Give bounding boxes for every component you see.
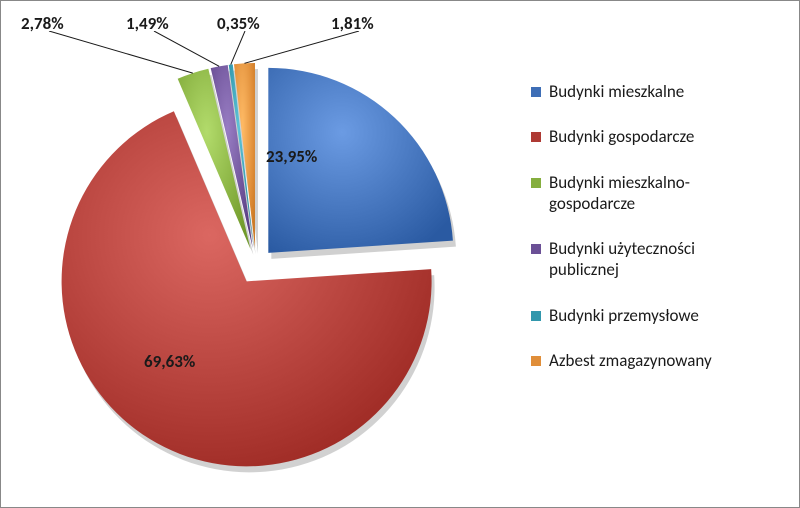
legend-swatch [531, 87, 541, 97]
pie-chart: 23,95%69,63%2,78%1,49%0,35%1,81% [11, 31, 491, 501]
pie-chart-container: 23,95% 69,63% 2,78% 1,49% 0,35% 1,81% Budynki… [0, 0, 800, 508]
slice-label: 1,49% [126, 13, 169, 34]
legend-label: Azbest zmagazynowany [549, 350, 712, 371]
legend-swatch [531, 356, 541, 366]
legend-item: Azbest zmagazynowany [531, 350, 781, 371]
legend-label: Budynki gospodarcze [549, 126, 694, 147]
legend-swatch [531, 132, 541, 142]
chart-legend: Budynki mieszkalne Budynki gospodarcze Bud… [531, 81, 781, 395]
legend-label: Budynki mieszkalne [549, 81, 684, 102]
legend-item: Budynki mieszkalno-gospodarcze [531, 172, 781, 215]
slice-label: 0,35% [217, 13, 260, 34]
legend-label: Budynki użyteczności publicznej [549, 238, 759, 281]
legend-swatch [531, 178, 541, 188]
slice-label: 2,78% [21, 13, 64, 34]
legend-item: Budynki przemysłowe [531, 305, 781, 326]
legend-label: Budynki przemysłowe [549, 305, 699, 326]
legend-label: Budynki mieszkalno-gospodarcze [549, 172, 759, 215]
legend-swatch [531, 244, 541, 254]
slice-label: 23,95% [266, 146, 317, 167]
slice-label: 1,81% [331, 13, 374, 34]
legend-swatch [531, 311, 541, 321]
legend-item: Budynki użyteczności publicznej [531, 238, 781, 281]
slice-label: 69,63% [144, 351, 195, 372]
legend-item: Budynki gospodarcze [531, 126, 781, 147]
legend-item: Budynki mieszkalne [531, 81, 781, 102]
